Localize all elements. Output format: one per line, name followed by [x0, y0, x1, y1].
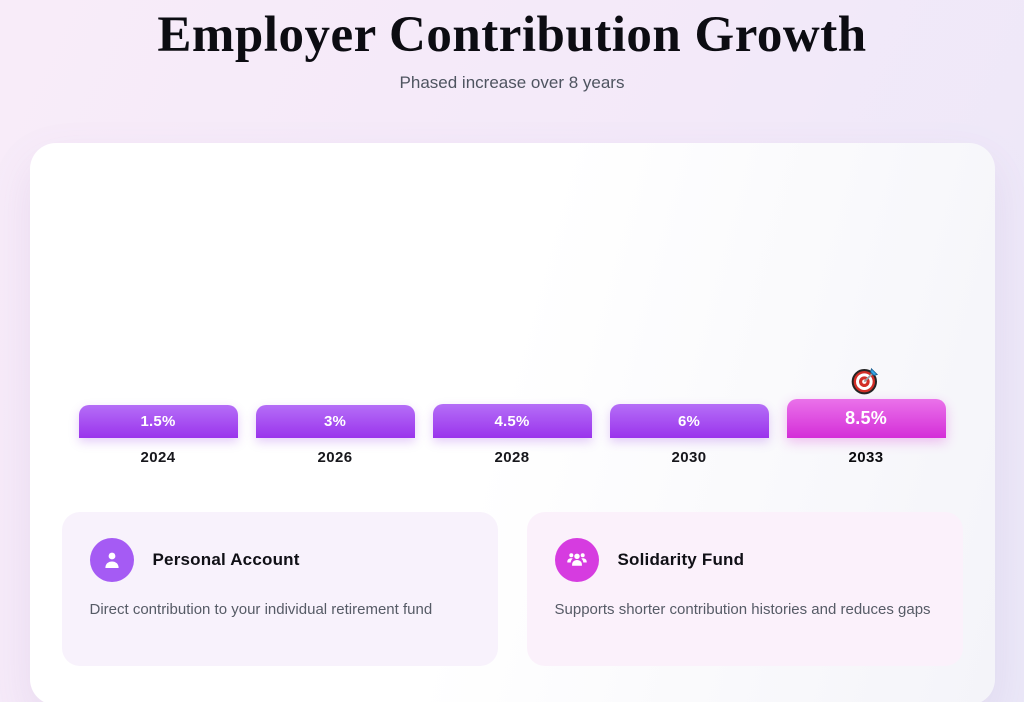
- bar-2033-highlighted: 8.5%: [786, 399, 946, 439]
- people-icon: [554, 538, 599, 583]
- bar-2030: 6%: [609, 404, 769, 439]
- info-card-title: Personal Account: [152, 550, 300, 570]
- bar-2028: 4.5%: [432, 404, 592, 439]
- info-card-description: Direct contribution to your individual r…: [89, 601, 433, 619]
- info-card-title: Solidarity Fund: [617, 550, 745, 570]
- info-card-header: Personal Account: [89, 538, 470, 583]
- dart-target-icon: [851, 368, 879, 395]
- year-label-2028: 2028: [494, 449, 530, 467]
- x-axis-labels: 2024 2026 2028 2030 2033: [30, 449, 995, 466]
- info-card-header: Solidarity Fund: [554, 538, 935, 583]
- bar-2024: 1.5%: [78, 405, 238, 439]
- bar-column-2026: 3%: [255, 405, 415, 439]
- info-card-personal-account: Personal Account Direct contribution to …: [61, 512, 498, 667]
- year-label-2026: 2026: [317, 449, 353, 467]
- bar-column-2033: 8.5%: [786, 365, 946, 439]
- info-card-description: Supports shorter contribution histories …: [554, 601, 931, 619]
- bar-value-label: 8.5%: [845, 408, 887, 429]
- chart-card: 1.5% 3% 4.5% 6%: [29, 143, 995, 702]
- bar-value-label: 6%: [677, 412, 701, 430]
- info-card-solidarity-fund: Solidarity Fund Supports shorter contrib…: [526, 512, 963, 667]
- bar-value-label: 1.5%: [140, 413, 176, 431]
- year-label-2030: 2030: [671, 449, 707, 467]
- bar-chart: 1.5% 3% 4.5% 6%: [30, 143, 995, 439]
- bar-column-2024: 1.5%: [78, 405, 238, 439]
- bar-value-label: 3%: [323, 413, 347, 431]
- bar-2026: 3%: [255, 405, 415, 439]
- info-cards-row: Personal Account Direct contribution to …: [30, 512, 995, 667]
- bar-column-2030: 6%: [609, 404, 769, 439]
- year-label-2033: 2033: [848, 449, 884, 467]
- page-subtitle: Phased increase over 8 years: [399, 73, 625, 93]
- bar-value-label: 4.5%: [494, 412, 530, 430]
- page-title: Employer Contribution Growth: [157, 7, 867, 63]
- page-header: Employer Contribution Growth Phased incr…: [0, 0, 1024, 93]
- bar-column-2028: 4.5%: [432, 404, 592, 439]
- person-icon: [89, 538, 134, 583]
- year-label-2024: 2024: [140, 449, 176, 467]
